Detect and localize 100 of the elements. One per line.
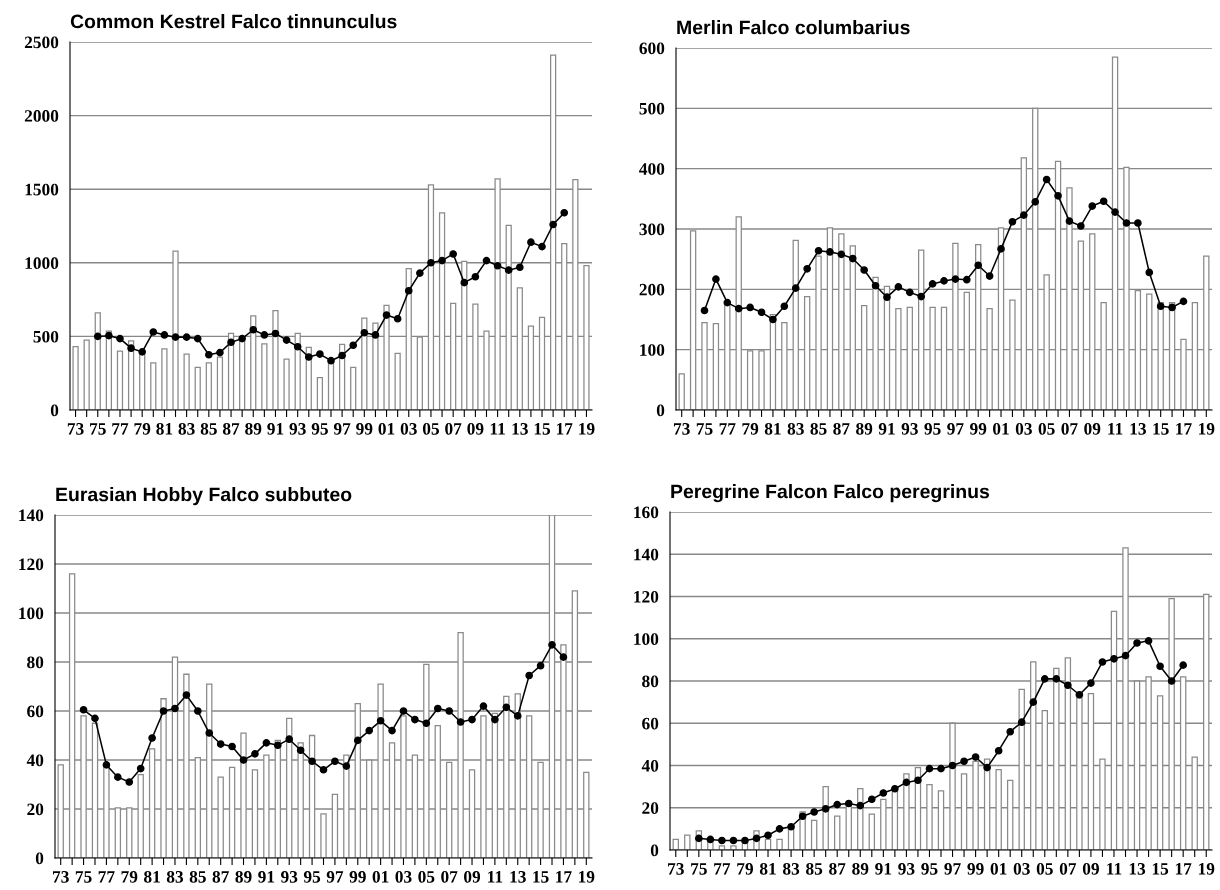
- point: [741, 836, 749, 845]
- bar: [678, 373, 685, 410]
- point: [871, 281, 880, 290]
- point: [791, 284, 800, 292]
- point: [985, 272, 994, 280]
- x-tick-label: 01: [993, 423, 1009, 435]
- y-tick-label: 20: [27, 803, 44, 816]
- point: [479, 702, 488, 710]
- point: [775, 825, 784, 833]
- point: [525, 671, 533, 680]
- y-tick-label: 400: [639, 163, 665, 175]
- x-tick-label: 13: [510, 871, 526, 883]
- bar: [857, 788, 864, 850]
- point: [527, 238, 535, 247]
- x-tick-label: 81: [144, 871, 160, 883]
- bar: [216, 356, 224, 410]
- x-tick-label: 97: [944, 863, 961, 875]
- x-tick-label: 05: [422, 423, 439, 435]
- point: [1111, 208, 1119, 216]
- point: [787, 822, 795, 831]
- point: [216, 740, 225, 748]
- point: [1098, 658, 1107, 666]
- point: [891, 784, 899, 793]
- point: [338, 351, 346, 360]
- point: [293, 342, 302, 351]
- bar: [183, 353, 190, 410]
- bar: [283, 358, 290, 410]
- point: [127, 344, 135, 352]
- point: [1075, 690, 1084, 699]
- point: [905, 288, 914, 297]
- point: [994, 746, 1003, 755]
- x-tick-label: 87: [833, 423, 850, 435]
- point: [780, 302, 789, 311]
- point: [1064, 681, 1072, 690]
- x-tick-label: 87: [222, 423, 240, 435]
- point: [468, 715, 476, 724]
- point: [1156, 662, 1164, 671]
- bar: [776, 838, 783, 850]
- x-tick-label: 87: [212, 871, 229, 883]
- bar: [127, 340, 135, 410]
- point: [79, 705, 88, 714]
- x-tick-label: 97: [333, 423, 351, 435]
- point: [1110, 654, 1118, 663]
- x-tick-label: 03: [400, 423, 417, 435]
- y-tick-label: 600: [639, 42, 665, 55]
- point: [1065, 217, 1074, 225]
- point: [856, 801, 865, 810]
- bar: [833, 815, 841, 850]
- y-tick-label: 100: [634, 633, 659, 645]
- point: [238, 334, 246, 343]
- y-tick-label: 100: [19, 607, 44, 620]
- x-tick-label: 05: [1038, 423, 1055, 435]
- x-tick-label: 11: [488, 871, 503, 883]
- point: [102, 761, 111, 769]
- y-tick-label: 80: [27, 656, 44, 669]
- x-tick-label: 89: [245, 423, 262, 435]
- x-tick-label: 85: [189, 871, 206, 883]
- x-tick-label: 85: [810, 423, 827, 435]
- x-tick-label: 13: [1130, 423, 1146, 435]
- point: [445, 707, 454, 715]
- point: [171, 704, 179, 713]
- y-tick-label: 500: [639, 102, 665, 115]
- point: [193, 707, 202, 715]
- y-tick-label: 300: [639, 223, 665, 236]
- point: [914, 776, 922, 785]
- point: [416, 269, 424, 277]
- y-tick-label: 120: [634, 590, 659, 603]
- x-tick-label: 77: [112, 423, 129, 435]
- point: [404, 286, 413, 295]
- x-tick-label: 93: [898, 863, 915, 875]
- point: [549, 220, 557, 229]
- point: [227, 338, 235, 347]
- y-tick-label: 120: [19, 558, 44, 571]
- point: [449, 250, 457, 258]
- x-tick-label: 89: [856, 423, 873, 435]
- y-tick-label: 40: [641, 759, 659, 772]
- point: [826, 248, 834, 256]
- bar: [372, 322, 379, 410]
- x-tick-label: 15: [1152, 863, 1169, 875]
- point: [833, 800, 842, 809]
- x-tick-label: 79: [737, 863, 754, 875]
- point: [810, 808, 818, 816]
- x-tick-label: 97: [947, 423, 964, 435]
- y-tick-label: 40: [26, 754, 44, 767]
- x-tick-label: 09: [1084, 423, 1101, 435]
- point: [1006, 727, 1015, 736]
- point: [695, 834, 703, 843]
- point: [1099, 197, 1108, 206]
- point: [1077, 222, 1085, 230]
- y-tick-label: 20: [642, 802, 659, 814]
- point: [1031, 198, 1040, 206]
- chart-title: Eurasian Hobby Falco subbuteo: [56, 487, 352, 506]
- x-tick-label: 83: [787, 423, 804, 435]
- bar: [868, 813, 876, 850]
- point: [116, 334, 124, 343]
- y-tick-label: 100: [640, 344, 665, 356]
- x-tick-label: 09: [1082, 863, 1099, 875]
- x-tick-label: 77: [714, 863, 731, 875]
- point: [917, 292, 926, 301]
- x-tick-label: 85: [200, 423, 217, 435]
